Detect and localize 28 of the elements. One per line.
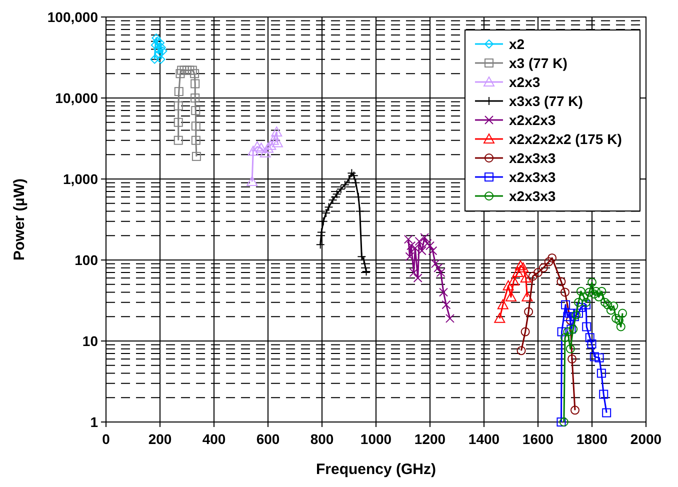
legend-label: x2	[509, 36, 525, 52]
legend-label: x2x3x3	[509, 188, 556, 204]
y-tick-label: 1,000	[62, 170, 98, 187]
x-tick-label: 1000	[360, 431, 392, 447]
x-tick-label: 1400	[468, 431, 500, 447]
x-tick-label: 0	[102, 431, 110, 447]
legend-label: x3x3 (77 K)	[509, 92, 583, 109]
legend-label: x2x2x3	[509, 112, 556, 128]
legend-label: x2x2x2x2 (175 K)	[509, 130, 622, 147]
y-tick-label: 10	[82, 332, 98, 349]
y-axis-title: Power (µW)	[11, 178, 28, 260]
legend-label: x2x3	[509, 74, 540, 90]
y-tick-label: 10,000	[55, 90, 98, 106]
x-tick-label: 400	[202, 431, 226, 447]
x-tick-label: 1600	[522, 431, 554, 447]
y-tick-label: 100,000	[47, 8, 98, 25]
x-axis-title: Frequency (GHz)	[316, 461, 436, 478]
x-tick-label: 600	[256, 431, 280, 447]
x-tick-label: 1800	[576, 431, 608, 447]
x-tick-label: 800	[310, 431, 334, 447]
x-tick-label: 200	[148, 431, 172, 447]
x-tick-label: 2000	[630, 431, 662, 447]
legend-label: x2x3x3	[509, 168, 556, 185]
x-tick-label: 1200	[414, 431, 446, 447]
legend-label: x2x3x3	[509, 150, 556, 166]
y-tick-label: 100	[74, 252, 98, 268]
legend-label: x3 (77 K)	[509, 54, 568, 71]
y-tick-label: 1	[90, 414, 98, 430]
